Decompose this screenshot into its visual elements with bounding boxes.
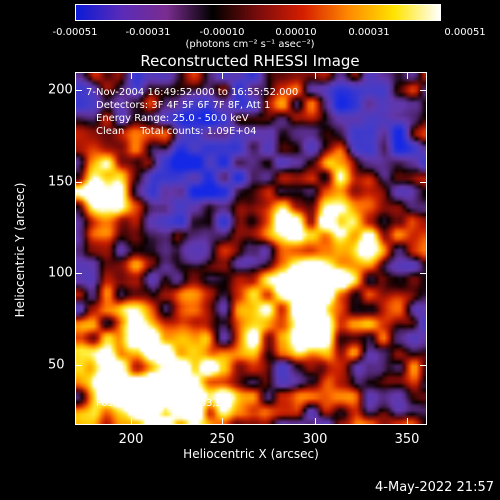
axis-tick-mark [420,90,427,91]
y-tick-label: 200 [48,82,73,98]
axis-tick-mark [407,72,408,79]
flux-heatmap [76,73,426,424]
x-axis-label: Heliocentric X (arcsec) [183,447,319,461]
axis-tick-mark [315,418,316,425]
colorbar-tick: -0.00051 [52,27,98,38]
y-tick-label: 100 [48,265,73,281]
annotation-method: Clean Total counts: 1.09E+04 [96,126,257,137]
colorbar-tick: -0.00031 [125,27,171,38]
axis-tick-mark [75,273,82,274]
colorbar [75,4,441,21]
timestamp: 4-May-2022 21:57 [375,480,494,495]
x-tick-label: 200 [118,432,144,447]
axis-tick-mark [75,182,82,183]
axis-tick-mark [131,72,132,79]
axis-tick-mark [420,182,427,183]
axis-tick-mark [75,365,82,366]
annotation-time-range: 7-Nov-2004 16:49:52.000 to 16:55:52.000 [86,87,299,98]
annotation-energy: Energy Range: 25.0 - 50.0 keV [96,113,249,124]
colorbar-tick: 0.00031 [348,27,390,38]
colorbar-tick: -0.00010 [199,27,245,38]
axis-tick-mark [407,418,408,425]
annotation-peak: Position of Peak = [183,24] [96,398,233,409]
axis-tick-mark [222,418,223,425]
axis-tick-mark [131,418,132,425]
plot-title: Reconstructed RHESSI Image [140,52,360,70]
axis-tick-mark [222,72,223,79]
y-axis-label: Heliocentric Y (arcsec) [13,182,27,318]
x-tick-label: 250 [209,432,235,447]
axis-tick-mark [75,90,82,91]
axis-tick-mark [315,72,316,79]
colorbar-tick: 0.00051 [444,27,486,38]
annotation-detectors: Detectors: 3F 4F 5F 6F 7F 8F, Att 1 [96,100,271,111]
axis-tick-mark [420,365,427,366]
y-tick-label: 150 [48,174,73,190]
colorbar-units: (photons cm⁻² s⁻¹ asec⁻²) [185,39,315,50]
y-tick-label: 50 [48,357,65,373]
colorbar-tick: 0.00010 [275,27,317,38]
image-plot: 7-Nov-2004 16:49:52.000 to 16:55:52.000 … [75,72,427,425]
x-tick-label: 300 [302,432,328,447]
axis-tick-mark [420,273,427,274]
x-tick-label: 350 [394,432,420,447]
